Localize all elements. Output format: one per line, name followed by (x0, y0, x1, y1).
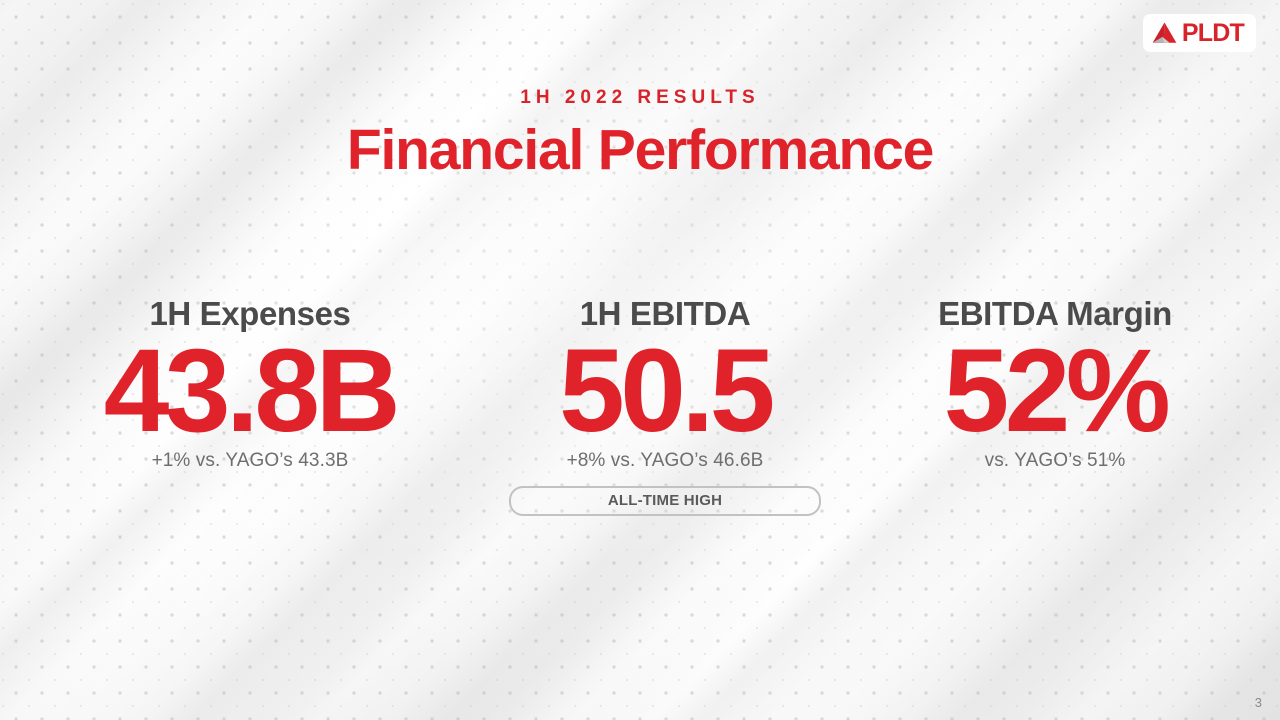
pldt-logo: PLDT (1142, 14, 1256, 52)
stat-label: EBITDA Margin (938, 295, 1172, 332)
pldt-triangle-icon (1152, 22, 1177, 43)
pldt-wordmark: PLDT (1181, 18, 1245, 47)
stat-card-ebitda-margin: EBITDA Margin 52% vs. YAGO’s 51% (830, 295, 1280, 516)
slide-eyebrow: 1H 2022 RESULTS (520, 87, 760, 108)
stat-value: 52% (943, 324, 1171, 457)
stat-value: 50.5 (559, 324, 775, 457)
page-number: 3 (1254, 695, 1262, 710)
stat-value: 43.8B (103, 324, 401, 457)
stat-subtext: vs. YAGO’s 51% (984, 450, 1126, 472)
stat-card-expenses: 1H Expenses 43.8B +1% vs. YAGO’s 43.3B (0, 295, 500, 516)
stat-label: 1H Expenses (149, 295, 351, 332)
stats-row: 1H Expenses 43.8B +1% vs. YAGO’s 43.3B 1… (0, 295, 1280, 516)
slide-title: Financial Performance (346, 118, 934, 182)
stat-subtext: +1% vs. YAGO’s 43.3B (151, 450, 349, 472)
stat-subtext: +8% vs. YAGO’s 46.6B (566, 450, 764, 472)
stat-label: 1H EBITDA (579, 295, 751, 332)
stat-card-ebitda: 1H EBITDA 50.5 +8% vs. YAGO’s 46.6B ALL-… (500, 295, 830, 516)
all-time-high-badge: ALL-TIME HIGH (509, 485, 821, 516)
